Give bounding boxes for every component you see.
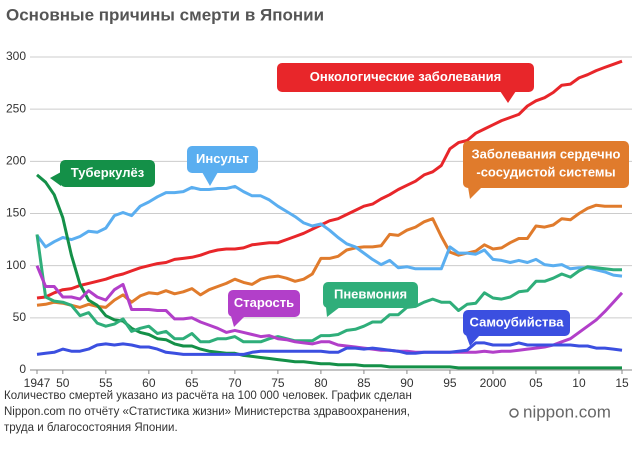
x-tick-label: 2000 — [480, 376, 507, 390]
x-tick-label: 75 — [271, 376, 285, 390]
series-line — [35, 265, 624, 354]
x-tick-label: 80 — [314, 376, 328, 390]
series-line — [36, 59, 623, 300]
x-tick-label: 50 — [56, 376, 70, 390]
note-line: труда и благосостояния Японии. — [4, 422, 178, 434]
series-label: Пневмония — [323, 282, 418, 317]
y-tick-label: 50 — [13, 310, 27, 324]
series-label: Инсульт — [187, 146, 258, 186]
legend-label: Пневмония — [334, 286, 407, 301]
x-tick-label: 95 — [443, 376, 457, 390]
x-tick-label: 85 — [357, 376, 371, 390]
x-tick-label: 1947 — [24, 376, 51, 390]
series-line — [36, 341, 623, 356]
x-tick-label: 90 — [400, 376, 414, 390]
x-tick-label: 05 — [529, 376, 543, 390]
label-pointer — [202, 172, 218, 186]
label-pointer — [50, 172, 61, 186]
series-line — [35, 234, 622, 344]
series-label: Старость — [228, 290, 300, 327]
legend-label: Инсульт — [196, 151, 249, 166]
label-pointer — [326, 307, 340, 317]
x-tick-label: 10 — [572, 376, 586, 390]
legend-label: Старость — [234, 295, 294, 310]
y-tick-label: 150 — [6, 206, 26, 220]
y-tick-label: 300 — [6, 49, 26, 63]
legend-label: Самоубийства — [470, 314, 565, 329]
series-label: Онкологические заболевания — [277, 63, 534, 103]
x-tick-label: 55 — [99, 376, 113, 390]
x-tick-label: 60 — [142, 376, 156, 390]
x-tick-label: 70 — [228, 376, 242, 390]
logo: nippon.com — [509, 402, 611, 421]
label-box — [228, 290, 300, 317]
legend-label: Заболевания сердечно -сосудистой системы — [471, 147, 620, 180]
series-line — [36, 173, 622, 370]
label-pointer — [466, 335, 480, 346]
y-tick-label: 0 — [19, 362, 26, 376]
label-box — [463, 310, 570, 336]
x-tick-label: 15 — [615, 376, 629, 390]
label-pointer — [500, 91, 516, 103]
label-box — [323, 282, 418, 308]
legend-label: Туберкулёз — [71, 165, 145, 180]
y-tick-label: 100 — [6, 258, 26, 272]
label-box — [463, 141, 629, 188]
legend-label: Онкологические заболевания — [310, 69, 502, 84]
logo-icon — [509, 408, 519, 418]
note-line: Nippon.com по отчёту «Статистика жизни» … — [4, 406, 410, 418]
label-box — [277, 63, 534, 92]
x-tick-label: 65 — [185, 376, 199, 390]
chart-title: Основные причины смерти в Японии — [6, 5, 324, 24]
label-box — [187, 146, 258, 173]
note-line: Количество смертей указано из расчёта на… — [4, 390, 412, 402]
series-line — [36, 203, 622, 309]
label-pointer — [231, 316, 245, 327]
series-label: Заболевания сердечно -сосудистой системы — [463, 141, 629, 199]
logo-text: nippon.com — [523, 402, 611, 421]
series-label: Самоубийства — [463, 310, 570, 346]
y-tick-label: 250 — [6, 101, 26, 115]
series-label: Туберкулёз — [50, 160, 155, 187]
label-pointer — [468, 187, 482, 199]
series-line — [35, 184, 623, 278]
y-tick-label: 200 — [6, 154, 26, 168]
label-box — [60, 160, 155, 187]
